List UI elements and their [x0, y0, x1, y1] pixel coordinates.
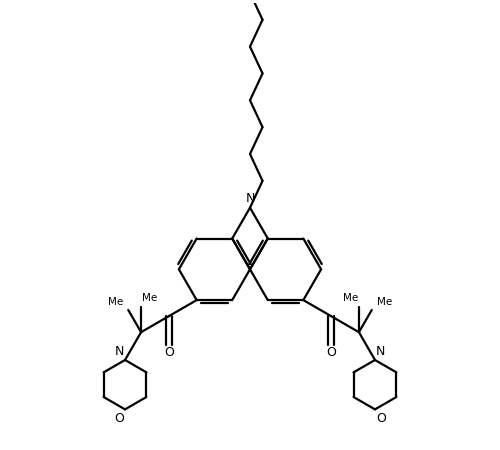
Text: N: N	[376, 345, 386, 357]
Text: Me: Me	[108, 297, 124, 307]
Text: O: O	[326, 346, 336, 359]
Text: N: N	[246, 192, 254, 205]
Text: Me: Me	[342, 292, 358, 302]
Text: O: O	[114, 412, 124, 425]
Text: O: O	[376, 412, 386, 425]
Text: N: N	[114, 345, 124, 357]
Text: Me: Me	[142, 292, 158, 302]
Text: O: O	[164, 346, 174, 359]
Text: Me: Me	[376, 297, 392, 307]
